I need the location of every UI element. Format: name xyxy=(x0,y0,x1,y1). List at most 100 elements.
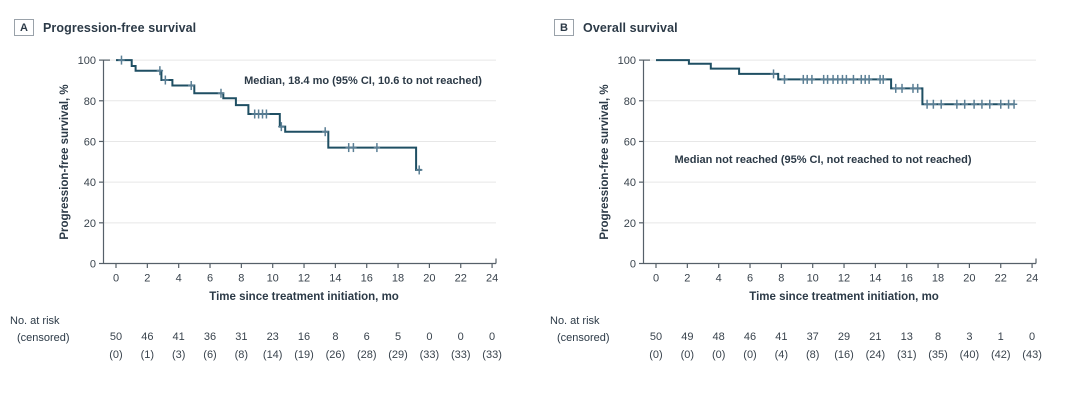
svg-text:13: 13 xyxy=(901,331,913,343)
svg-text:(16): (16) xyxy=(834,349,854,361)
svg-text:8: 8 xyxy=(238,273,244,285)
median-annotation: Median, 18.4 mo (95% CI, 10.6 to not rea… xyxy=(244,75,482,87)
svg-text:(28): (28) xyxy=(357,349,377,361)
axes xyxy=(99,59,497,268)
censor-marks xyxy=(118,55,423,175)
svg-text:37: 37 xyxy=(807,331,819,343)
svg-text:(censored): (censored) xyxy=(557,332,610,344)
svg-text:(0): (0) xyxy=(712,349,725,361)
svg-text:40: 40 xyxy=(624,177,636,189)
svg-text:18: 18 xyxy=(932,273,944,285)
at-risk-table: No. at risk(censored) 50(0)46(1)41(3)36(6… xyxy=(10,315,502,361)
svg-text:(35): (35) xyxy=(928,349,948,361)
svg-text:50: 50 xyxy=(650,331,662,343)
svg-text:14: 14 xyxy=(869,273,881,285)
panel-a-letter: A xyxy=(14,19,34,36)
svg-text:6: 6 xyxy=(364,331,370,343)
panel-overall-survival: B Overall survival 0 20 40 60 80 100 0 2 4 6 8 10 12… xyxy=(540,0,1080,400)
svg-text:(1): (1) xyxy=(141,349,154,361)
censor-marks xyxy=(770,69,1018,109)
svg-text:2: 2 xyxy=(684,273,690,285)
svg-text:Median, 18.4 mo (95% CI, 10.6: Median, 18.4 mo (95% CI, 10.6 to not rea… xyxy=(244,75,482,87)
svg-text:40: 40 xyxy=(84,177,96,189)
survival-curve xyxy=(656,59,1015,106)
svg-text:(31): (31) xyxy=(897,349,917,361)
svg-text:41: 41 xyxy=(173,331,185,343)
svg-text:1: 1 xyxy=(998,331,1004,343)
svg-text:8: 8 xyxy=(778,273,784,285)
svg-text:Progression-free survival, %: Progression-free survival, % xyxy=(599,84,611,239)
svg-text:(24): (24) xyxy=(866,349,886,361)
x-tick-labels: 0 2 4 6 8 10 12 14 16 18 20 22 24 xyxy=(653,273,1038,285)
svg-text:29: 29 xyxy=(838,331,850,343)
svg-text:20: 20 xyxy=(963,273,975,285)
svg-text:5: 5 xyxy=(395,331,401,343)
svg-text:Time since treatment initiatio: Time since treatment initiation, mo xyxy=(749,291,939,303)
svg-text:(censored): (censored) xyxy=(17,332,70,344)
svg-text:No. at risk: No. at risk xyxy=(10,315,60,327)
svg-text:60: 60 xyxy=(624,136,636,148)
svg-text:(40): (40) xyxy=(960,349,980,361)
svg-text:49: 49 xyxy=(681,331,693,343)
svg-text:8: 8 xyxy=(332,331,338,343)
svg-text:10: 10 xyxy=(267,273,279,285)
svg-text:(4): (4) xyxy=(775,349,788,361)
svg-text:(3): (3) xyxy=(172,349,185,361)
svg-text:(8): (8) xyxy=(235,349,248,361)
svg-text:(19): (19) xyxy=(294,349,314,361)
svg-text:12: 12 xyxy=(838,273,850,285)
svg-text:8: 8 xyxy=(935,331,941,343)
svg-text:(0): (0) xyxy=(649,349,662,361)
svg-text:20: 20 xyxy=(624,218,636,230)
svg-text:No. at risk: No. at risk xyxy=(550,315,600,327)
panel-progression-free-survival: A Progression-free survival 0 20 40 60 80 100… xyxy=(10,19,502,361)
panel-b-header: B Overall survival xyxy=(554,19,678,36)
svg-text:16: 16 xyxy=(901,273,913,285)
svg-text:(0): (0) xyxy=(109,349,122,361)
x-tick-labels: 0 2 4 6 8 10 12 14 16 18 20 22 24 xyxy=(113,273,498,285)
svg-text:6: 6 xyxy=(207,273,213,285)
svg-text:46: 46 xyxy=(744,331,756,343)
svg-text:(0): (0) xyxy=(743,349,756,361)
svg-text:Progression-free survival, %: Progression-free survival, % xyxy=(59,84,71,239)
survival-curve xyxy=(116,59,422,171)
svg-text:(33): (33) xyxy=(420,349,440,361)
svg-text:4: 4 xyxy=(716,273,722,285)
svg-text:20: 20 xyxy=(423,273,435,285)
svg-text:0: 0 xyxy=(489,331,495,343)
svg-text:21: 21 xyxy=(869,331,881,343)
svg-text:80: 80 xyxy=(84,96,96,108)
axes xyxy=(639,59,1037,268)
svg-text:48: 48 xyxy=(713,331,725,343)
at-risk-table: No. at risk (censored) 50 (0) 49 (0) 48 (0) 46 (0… xyxy=(550,315,1042,361)
panel-a-header: A Progression-free survival xyxy=(14,19,196,36)
svg-text:(29): (29) xyxy=(388,349,408,361)
svg-text:4: 4 xyxy=(176,273,182,285)
svg-text:100: 100 xyxy=(618,55,636,67)
svg-text:60: 60 xyxy=(84,136,96,148)
svg-text:(33): (33) xyxy=(482,349,502,361)
svg-text:12: 12 xyxy=(298,273,310,285)
svg-text:2: 2 xyxy=(144,273,150,285)
svg-text:0: 0 xyxy=(458,331,464,343)
svg-text:23: 23 xyxy=(267,331,279,343)
svg-text:Median not reached (95% CI, no: Median not reached (95% CI, not reached … xyxy=(674,154,971,166)
gridlines xyxy=(103,59,496,224)
svg-text:31: 31 xyxy=(235,331,247,343)
svg-text:0: 0 xyxy=(1029,331,1035,343)
svg-text:(0): (0) xyxy=(681,349,694,361)
svg-text:6: 6 xyxy=(747,273,753,285)
svg-text:22: 22 xyxy=(455,273,467,285)
svg-text:22: 22 xyxy=(995,273,1007,285)
svg-text:Time since treatment initiatio: Time since treatment initiation, mo xyxy=(209,291,399,303)
svg-text:(43): (43) xyxy=(1022,349,1042,361)
svg-text:10: 10 xyxy=(807,273,819,285)
svg-text:0: 0 xyxy=(90,259,96,271)
svg-text:20: 20 xyxy=(84,218,96,230)
svg-text:80: 80 xyxy=(624,96,636,108)
svg-text:14: 14 xyxy=(329,273,341,285)
panel-a-title: Progression-free survival xyxy=(43,20,197,35)
